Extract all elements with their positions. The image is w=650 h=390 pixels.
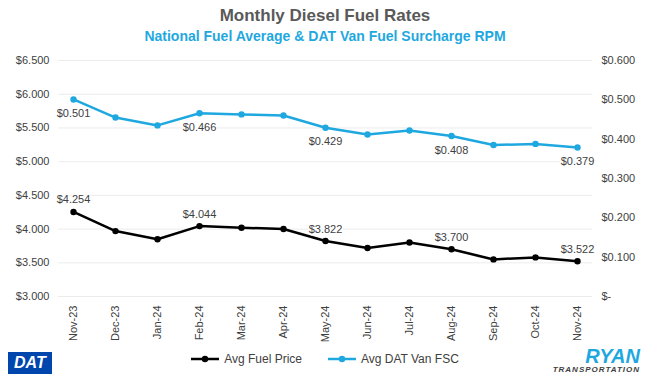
svg-text:$4.000: $4.000 [16,223,50,235]
svg-text:Apr-24: Apr-24 [277,306,289,339]
svg-text:Jul-24: Jul-24 [403,306,415,336]
svg-text:Nov-23: Nov-23 [67,306,79,341]
html-text:RYAN: RYAN [585,345,640,367]
svg-text:$0.429: $0.429 [309,135,343,147]
svg-text:Jun-24: Jun-24 [361,306,373,340]
svg-text:$0.466: $0.466 [183,121,217,133]
svg-text:$4.254: $4.254 [57,193,91,205]
svg-text:$3.500: $3.500 [16,256,50,268]
html-text:TRANSPORTATION: TRANSPORTATION [552,365,640,374]
svg-text:$3.000: $3.000 [16,290,50,302]
svg-text:Dec-23: Dec-23 [109,306,121,341]
svg-text:$0.600: $0.600 [602,54,636,66]
svg-text:Mar-24: Mar-24 [235,306,247,341]
svg-text:Aug-24: Aug-24 [445,306,457,341]
svg-text:$4.044: $4.044 [183,208,217,220]
svg-text:$0.408: $0.408 [435,144,469,156]
svg-text:$6.000: $6.000 [16,88,50,100]
svg-text:$3.822: $3.822 [309,223,343,235]
svg-text:$0.379: $0.379 [561,155,595,167]
svg-text:Oct-24: Oct-24 [529,306,541,339]
svg-text:Nov-24: Nov-24 [571,306,583,341]
svg-text:$3.700: $3.700 [435,231,469,243]
svg-text:$0.400: $0.400 [602,133,636,145]
svg-text:$-: $- [602,290,612,302]
html-text:Avg DAT Van FSC: Avg DAT Van FSC [361,352,459,366]
html-text:National Fuel Average & DAT Va: National Fuel Average & DAT Van Fuel Sur… [144,28,506,44]
svg-text:Jan-24: Jan-24 [151,306,163,340]
svg-text:$6.500: $6.500 [16,54,50,66]
svg-text:$0.200: $0.200 [602,211,636,223]
html-text:DAT: DAT [14,354,46,371]
svg-text:$5.500: $5.500 [16,121,50,133]
svg-text:Sep-24: Sep-24 [487,306,499,341]
svg-text:$3.522: $3.522 [561,243,595,255]
svg-text:$5.000: $5.000 [16,155,50,167]
svg-text:$0.300: $0.300 [602,172,636,184]
svg-text:$0.501: $0.501 [57,107,91,119]
svg-text:Feb-24: Feb-24 [193,306,205,341]
svg-text:$4.500: $4.500 [16,189,50,201]
html-text:Avg Fuel Price: Avg Fuel Price [224,352,302,366]
svg-text:$0.500: $0.500 [602,93,636,105]
svg-text:May-24: May-24 [319,306,331,343]
svg-text:$0.100: $0.100 [602,251,636,263]
html-text:Monthly Diesel Fuel Rates: Monthly Diesel Fuel Rates [219,6,431,25]
